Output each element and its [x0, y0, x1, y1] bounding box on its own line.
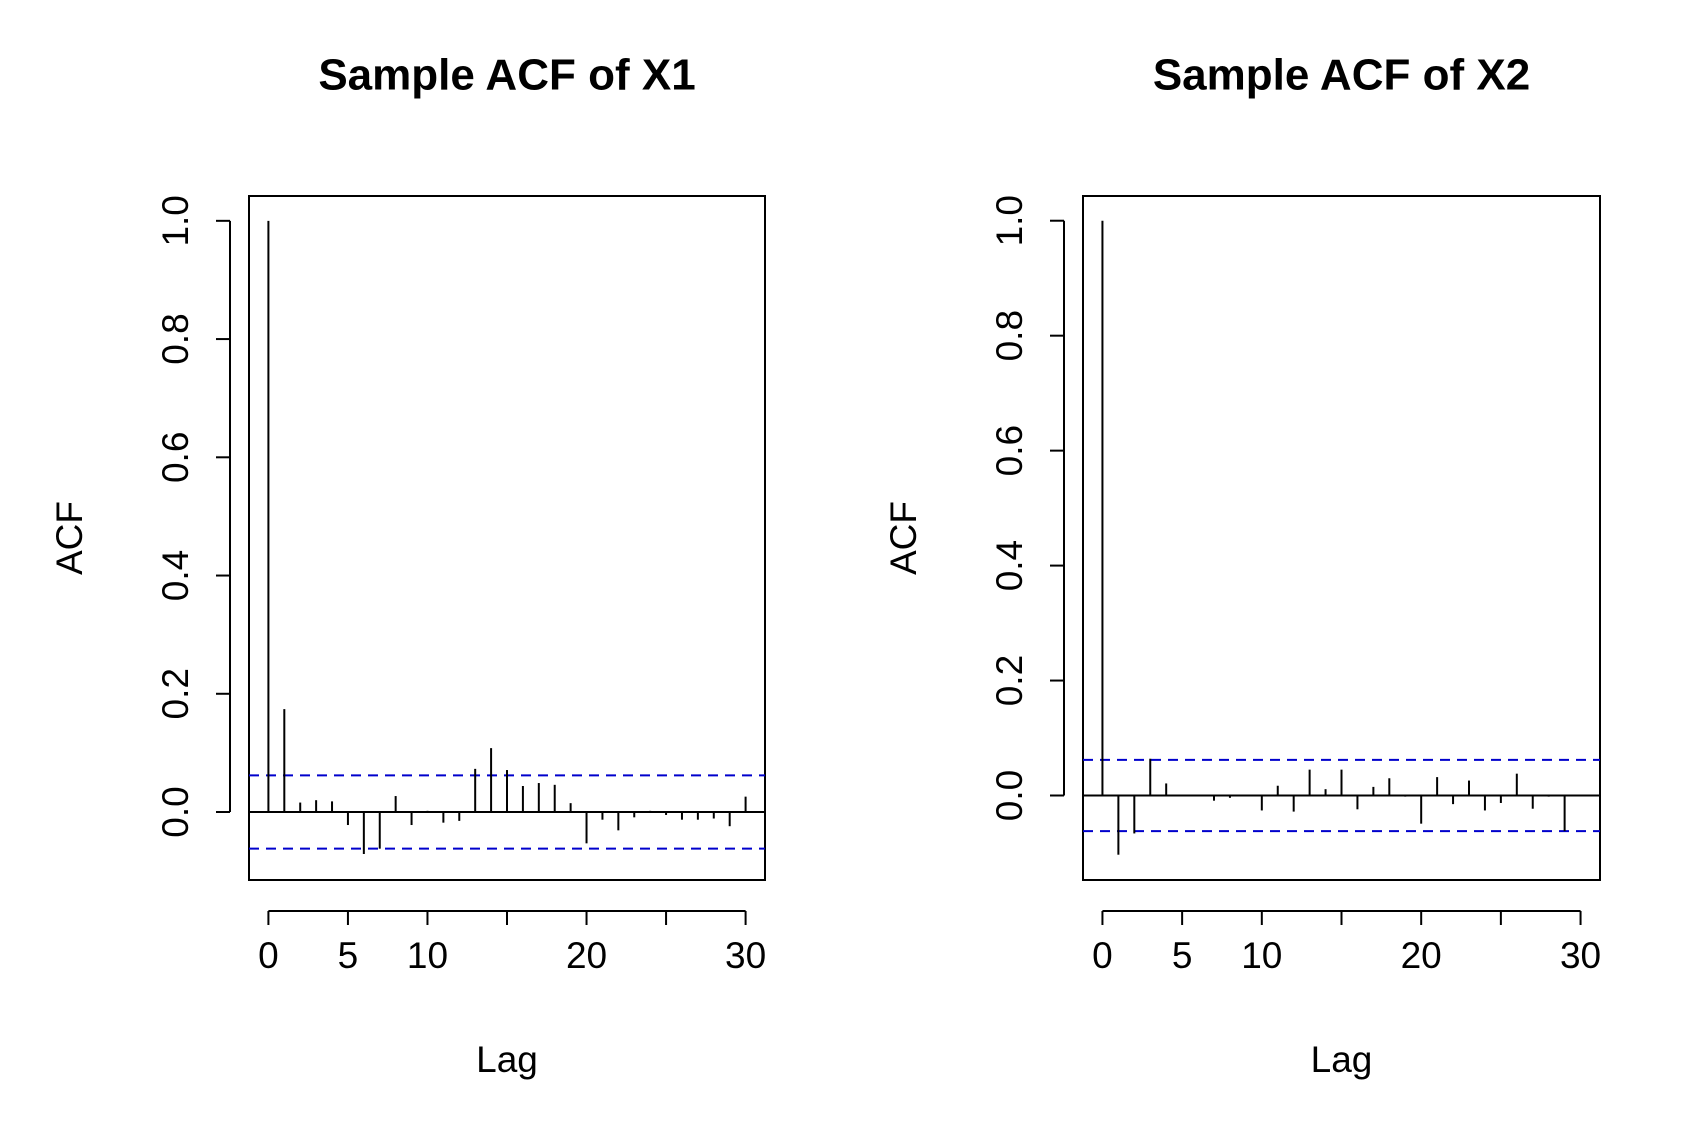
y-tick-label: 0.8 [155, 313, 196, 364]
chart-title: Sample ACF of X2 [1153, 51, 1530, 100]
x-tick-label: 0 [258, 935, 279, 976]
y-axis-label: ACF [49, 501, 90, 575]
plot-frame [248, 195, 766, 881]
x-axis-label: Lag [1311, 1039, 1373, 1080]
y-tick-label: 0.8 [989, 310, 1030, 361]
y-tick-label: 0.0 [155, 786, 196, 837]
x-axis-label: Lag [476, 1039, 538, 1080]
x-tick-label: 5 [338, 935, 359, 976]
y-tick-label: 1.0 [155, 195, 196, 246]
x-tick-label: 5 [1172, 935, 1193, 976]
y-tick-label: 0.2 [155, 668, 196, 719]
y-tick-label: 0.6 [989, 425, 1030, 476]
x-tick-label: 10 [1241, 935, 1282, 976]
y-tick-label: 0.2 [989, 655, 1030, 706]
plot-frame [1082, 195, 1601, 881]
chart-title: Sample ACF of X1 [318, 51, 695, 100]
x-tick-label: 30 [725, 935, 766, 976]
x-tick-label: 20 [1401, 935, 1442, 976]
y-axis-label: ACF [883, 501, 924, 575]
y-tick-label: 0.4 [989, 540, 1030, 591]
x-tick-label: 20 [566, 935, 607, 976]
y-tick-label: 0.0 [989, 770, 1030, 821]
x-tick-label: 30 [1560, 935, 1601, 976]
x-tick-label: 10 [407, 935, 448, 976]
x-tick-label: 0 [1092, 935, 1113, 976]
y-tick-label: 0.4 [155, 550, 196, 601]
y-tick-label: 0.6 [155, 432, 196, 483]
y-tick-label: 1.0 [989, 195, 1030, 246]
